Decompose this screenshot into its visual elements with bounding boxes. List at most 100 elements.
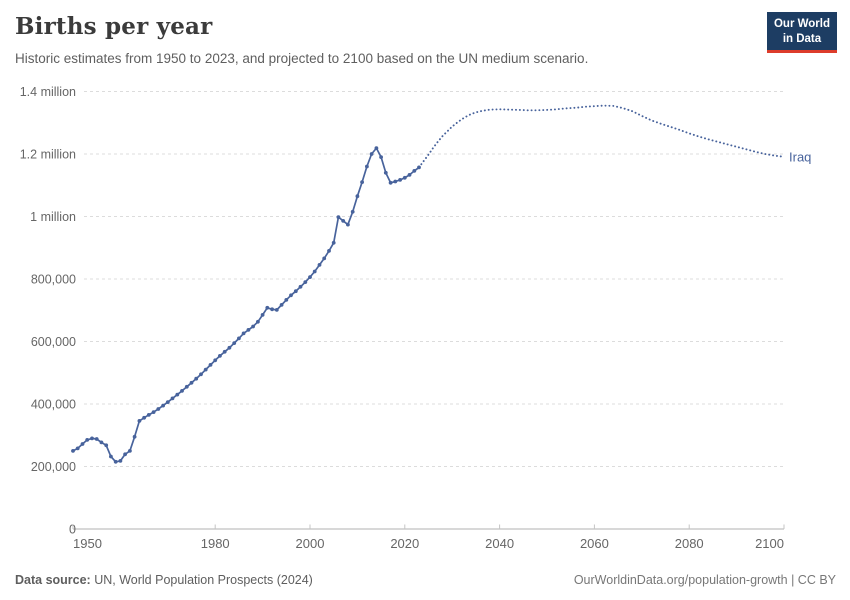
historic-series-line	[72, 147, 420, 463]
data-point	[213, 358, 218, 363]
data-point	[80, 442, 85, 446]
data-point	[251, 324, 256, 329]
data-point	[256, 319, 260, 324]
data-point	[308, 275, 312, 279]
chart-subtitle: Historic estimates from 1950 to 2023, an…	[15, 51, 589, 66]
owid-logo-line2: in Data	[782, 32, 822, 45]
data-source-value: UN, World Population Prospects (2024)	[94, 573, 313, 587]
data-point	[355, 194, 360, 199]
data-point	[265, 305, 270, 310]
data-point	[175, 392, 180, 397]
data-point	[189, 380, 194, 385]
attribution-link[interactable]: OurWorldinData.org/population-growth | C…	[573, 573, 836, 587]
owid-logo-line1: Our World	[773, 18, 830, 30]
data-point	[165, 400, 170, 404]
data-point	[170, 396, 175, 401]
data-point	[298, 284, 303, 289]
data-point	[350, 209, 355, 214]
data-point	[393, 179, 398, 184]
data-point	[109, 454, 113, 459]
data-point	[341, 219, 346, 223]
y-axis-tick-label: 800,000	[31, 273, 76, 287]
x-axis-tick-label: 1980	[201, 536, 230, 551]
data-point	[218, 354, 222, 358]
data-point	[194, 376, 199, 381]
data-point	[85, 438, 90, 442]
data-point	[180, 389, 184, 393]
x-axis-tick-label: 2020	[390, 536, 419, 551]
data-point	[161, 403, 166, 408]
data-point	[127, 449, 132, 453]
x-axis-tick-label: 2100	[755, 536, 784, 551]
data-point	[398, 178, 402, 182]
data-point	[137, 419, 142, 423]
x-axis-tick-label: 2080	[675, 536, 704, 551]
y-axis-tick-label: 400,000	[31, 398, 76, 412]
x-axis-tick-label: 2040	[485, 536, 514, 551]
entity-label: Iraq	[789, 149, 811, 164]
data-point	[388, 180, 393, 185]
x-axis-tick-label: 2000	[296, 536, 325, 551]
data-point	[331, 240, 336, 245]
data-point	[303, 280, 308, 284]
projection-series-line	[418, 104, 785, 169]
data-point	[113, 459, 118, 464]
y-axis-tick-label: 1.2 million	[20, 148, 76, 162]
data-point	[293, 289, 298, 294]
data-point	[227, 345, 232, 350]
data-point	[260, 313, 265, 317]
data-point	[156, 407, 161, 411]
data-point	[412, 169, 417, 173]
data-point	[104, 443, 109, 448]
data-point	[99, 440, 104, 445]
data-point	[246, 328, 251, 332]
data-point	[289, 293, 293, 298]
y-axis-tick-label: 1 million	[30, 210, 76, 224]
data-point	[346, 222, 350, 227]
y-axis-tick-label: 1.4 million	[20, 85, 76, 99]
data-point	[132, 434, 137, 439]
data-point	[402, 175, 407, 180]
data-point	[118, 459, 123, 463]
data-point	[237, 336, 241, 341]
data-point	[407, 173, 412, 177]
data-point	[360, 180, 364, 185]
data-point	[123, 452, 127, 457]
data-point	[146, 413, 151, 417]
data-point	[284, 298, 289, 302]
data-point	[279, 303, 284, 307]
data-point	[274, 308, 279, 312]
data-point	[208, 363, 213, 367]
x-axis-tick-label: 1950	[73, 536, 102, 551]
data-point	[383, 170, 388, 175]
y-axis-tick-label: 0	[69, 523, 76, 537]
data-point	[94, 437, 99, 441]
data-point	[90, 436, 94, 441]
data-point	[184, 384, 189, 389]
y-axis-tick-label: 600,000	[31, 335, 76, 349]
data-point	[241, 331, 246, 336]
data-point	[312, 269, 317, 274]
data-point	[75, 446, 80, 451]
page-title: Births per year	[15, 13, 213, 40]
data-point	[232, 341, 237, 345]
data-point	[374, 146, 379, 151]
data-point	[369, 152, 374, 156]
data-point	[71, 449, 75, 453]
data-point	[379, 155, 383, 160]
data-point	[222, 349, 227, 354]
y-axis-tick-label: 200,000	[31, 460, 76, 474]
data-point	[142, 415, 147, 420]
x-axis-tick-label: 2060	[580, 536, 609, 551]
data-point	[270, 307, 274, 312]
data-point	[151, 410, 156, 414]
data-source-note: Data source: UN, World Population Prospe…	[15, 573, 313, 587]
data-point	[203, 367, 208, 372]
data-point	[199, 372, 203, 377]
owid-logo: Our World in Data	[766, 12, 837, 53]
data-point	[322, 256, 327, 261]
data-point	[317, 263, 322, 267]
data-point	[327, 249, 331, 253]
data-source-label: Data source:	[15, 573, 91, 587]
